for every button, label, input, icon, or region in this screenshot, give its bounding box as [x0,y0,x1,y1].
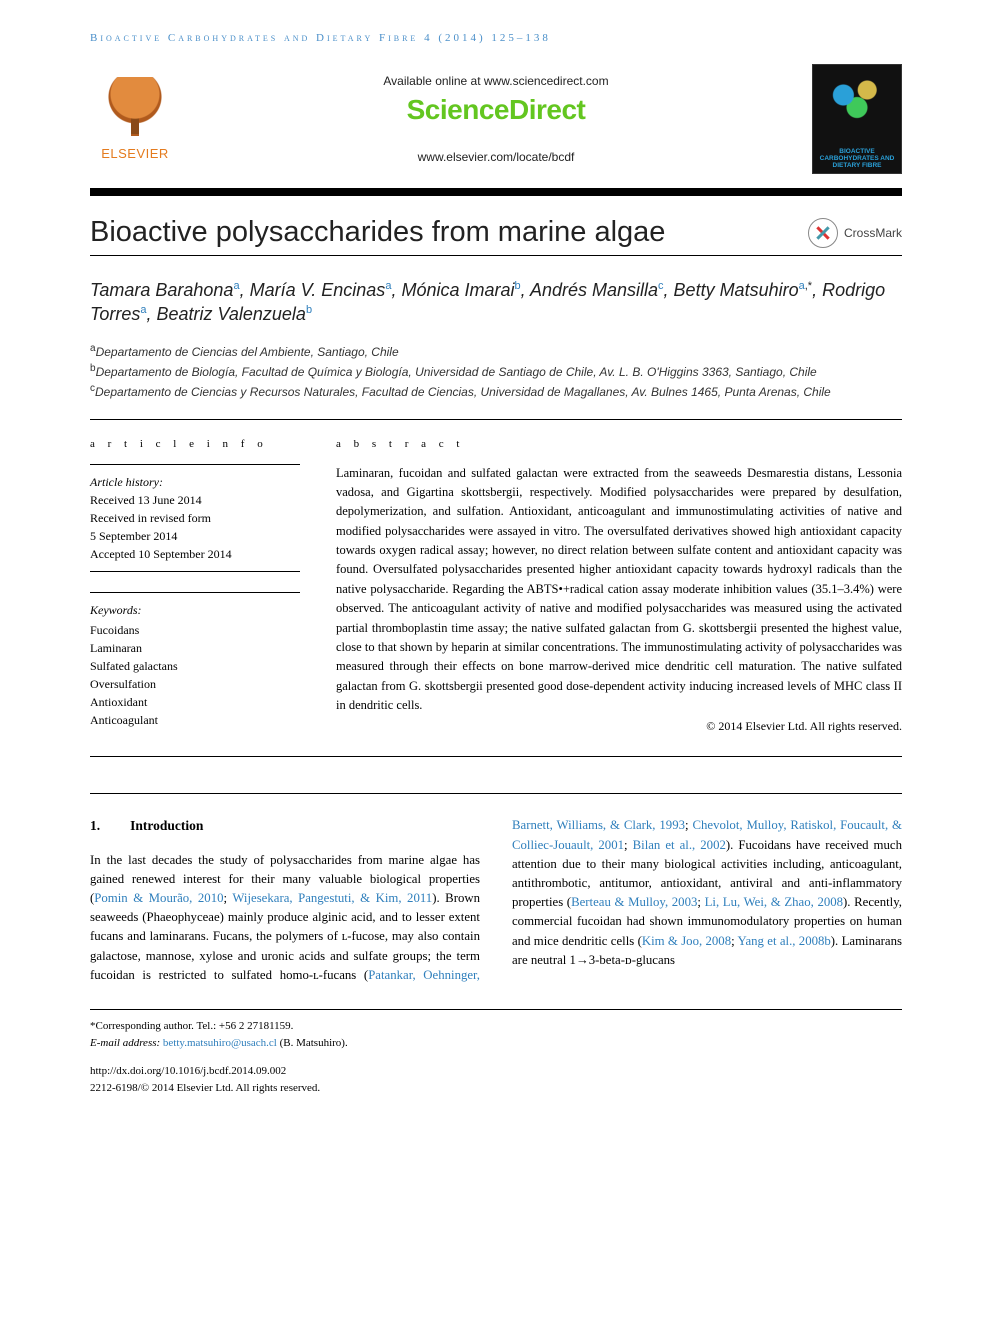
article-history: Article history: Received 13 June 2014 R… [90,464,300,572]
keyword: Laminaran [90,639,300,657]
abstract-heading: a b s t r a c t [336,438,902,450]
affiliations: aDepartamento de Ciencias del Ambiente, … [90,341,902,401]
citation-link[interactable]: Wijesekara, Pangestuti, & Kim, 2011 [232,891,432,905]
body-text-span: homo-ʟ-fucans ( [280,968,369,982]
keyword: Anticoagulant [90,711,300,729]
history-line: Accepted 10 September 2014 [90,545,300,563]
email-paren: (B. Matsuhiro). [277,1037,348,1049]
journal-cover-title: BIOACTIVE CARBOHYDRATES AND DIETARY FIBR… [813,144,901,173]
elsevier-tree-icon [107,77,163,143]
article-info-heading: a r t i c l e i n f o [90,438,300,450]
crossmark-label: CrossMark [844,226,902,240]
section-number: 1. [90,816,100,836]
section-title: Introduction [130,816,203,836]
keyword: Antioxidant [90,693,300,711]
doi-line: http://dx.doi.org/10.1016/j.bcdf.2014.09… [90,1063,902,1080]
article-title: Bioactive polysaccharides from marine al… [90,216,665,249]
issn-line: 2212-6198/© 2014 Elsevier Ltd. All right… [90,1080,902,1097]
keywords-label: Keywords: [90,601,300,619]
keywords-block: Keywords: Fucoidans Laminaran Sulfated g… [90,592,300,729]
journal-cover-art-icon [823,75,891,125]
keyword: Fucoidans [90,621,300,639]
crossmark-icon [808,218,838,248]
keyword: Oversulfation [90,675,300,693]
email-line: E-mail address: betty.matsuhiro@usach.cl… [90,1035,902,1052]
history-line: 5 September 2014 [90,527,300,545]
email-label: E-mail address: [90,1037,163,1049]
abstract-column: a b s t r a c t Laminaran, fucoidan and … [336,438,902,735]
elsevier-label: ELSEVIER [101,146,169,161]
history-line: Received in revised form [90,509,300,527]
sciencedirect-logo[interactable]: ScienceDirect [180,94,812,126]
crossmark-widget[interactable]: CrossMark [808,218,902,248]
abstract-text: Laminaran, fucoidan and sulfated galacta… [336,464,902,716]
elsevier-logo: ELSEVIER [90,77,180,161]
history-line: Received 13 June 2014 [90,491,300,509]
email-link[interactable]: betty.matsuhiro@usach.cl [163,1037,277,1049]
corr-tel: Tel.: +56 2 27181159. [194,1020,294,1032]
article-info-column: a r t i c l e i n f o Article history: R… [90,438,300,735]
corr-label: *Corresponding author. [90,1020,194,1032]
history-label: Article history: [90,473,300,491]
available-online-line: Available online at www.sciencedirect.co… [180,74,812,88]
keyword: Sulfated galactans [90,657,300,675]
sciencedirect-block: Available online at www.sciencedirect.co… [180,74,812,164]
rule-divider [90,793,902,794]
body-text-span: ; [697,895,704,909]
top-banner: ELSEVIER Available online at www.science… [90,64,902,174]
section-heading: 1. Introduction [90,816,480,836]
citation-link[interactable]: Yang et al., 2008b [738,934,831,948]
body-text: 1. Introduction In the last decades the … [90,816,902,985]
rule-thick [90,188,902,196]
citation-link[interactable]: Berteau & Mulloy, 2003 [571,895,697,909]
corresponding-author-line: *Corresponding author. Tel.: +56 2 27181… [90,1018,902,1035]
abstract-copyright: © 2014 Elsevier Ltd. All rights reserved… [336,719,902,734]
citation-link[interactable]: Kim & Joo, 2008 [642,934,731,948]
doi-block: http://dx.doi.org/10.1016/j.bcdf.2014.09… [90,1063,902,1096]
citation-link[interactable]: Li, Lu, Wei, & Zhao, 2008 [705,895,843,909]
author-list: Tamara Barahonaa, María V. Encinasa, Món… [90,278,902,327]
body-text-span: ; [624,838,633,852]
footer: *Corresponding author. Tel.: +56 2 27181… [90,1009,902,1096]
running-head: Bioactive Carbohydrates and Dietary Fibr… [90,32,902,44]
rule-thin [90,255,902,256]
body-paragraph: In the last decades the study of polysac… [90,816,902,985]
citation-link[interactable]: Pomin & Mourão, 2010 [94,891,223,905]
citation-link[interactable]: Bilan et al., 2002 [633,838,726,852]
journal-locate-url[interactable]: www.elsevier.com/locate/bcdf [180,150,812,164]
journal-cover-thumbnail: BIOACTIVE CARBOHYDRATES AND DIETARY FIBR… [812,64,902,174]
